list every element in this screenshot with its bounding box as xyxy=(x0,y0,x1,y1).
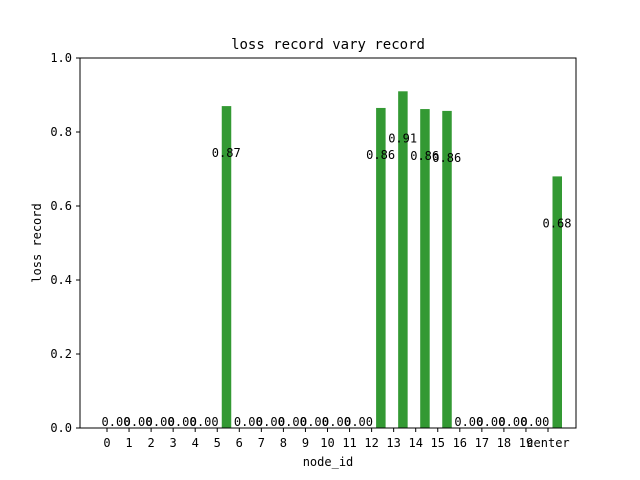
y-tick-label-0.8: 0.8 xyxy=(50,125,72,139)
value-label-1: 0.00 xyxy=(124,415,153,429)
value-label-9: 0.00 xyxy=(300,415,329,429)
value-label-18: 0.00 xyxy=(498,415,527,429)
value-label-4: 0.00 xyxy=(190,415,219,429)
bar-15 xyxy=(442,110,452,428)
y-tick-label-0.6: 0.6 xyxy=(50,199,72,213)
x-tick-label-center: center xyxy=(526,436,569,450)
y-tick-label-0.2: 0.2 xyxy=(50,347,72,361)
value-label-12: 0.86 xyxy=(366,148,395,162)
x-tick-label-17: 17 xyxy=(475,436,489,450)
bar-5 xyxy=(221,106,232,428)
value-label-17: 0.00 xyxy=(476,415,505,429)
bar-12 xyxy=(376,107,386,428)
x-tick-label-10: 10 xyxy=(320,436,334,450)
bar-center xyxy=(552,176,562,428)
x-tick-label-11: 11 xyxy=(342,436,356,450)
x-tick-label-8: 8 xyxy=(280,436,287,450)
value-labels-group: 0.000.000.000.000.000.870.000.000.000.00… xyxy=(102,131,572,429)
y-axis-ticks: 0.0 0.2 0.4 0.6 0.8 1.0 xyxy=(50,51,80,435)
y-tick-label-1.0: 1.0 xyxy=(50,51,72,65)
x-tick-label-5: 5 xyxy=(214,436,221,450)
value-label-5: 0.87 xyxy=(212,146,241,160)
value-label-center: 0.68 xyxy=(543,216,572,230)
y-axis-label: loss record xyxy=(30,203,44,282)
x-tick-label-9: 9 xyxy=(302,436,309,450)
x-tick-label-13: 13 xyxy=(386,436,400,450)
x-tick-label-2: 2 xyxy=(147,436,154,450)
x-tick-label-0: 0 xyxy=(103,436,110,450)
y-tick-label-0.0: 0.0 xyxy=(50,421,72,435)
x-axis-label: node_id xyxy=(303,455,354,469)
value-label-13: 0.91 xyxy=(388,131,417,145)
x-tick-label-19: 19 xyxy=(519,436,533,450)
chart-title: loss record vary record xyxy=(231,37,425,53)
value-label-19: 0.00 xyxy=(520,415,549,429)
bars-group xyxy=(221,91,562,429)
value-label-14: 0.86 xyxy=(410,149,439,163)
value-label-3: 0.00 xyxy=(168,415,197,429)
x-tick-label-7: 7 xyxy=(258,436,265,450)
bar-13 xyxy=(398,91,408,429)
x-tick-label-1: 1 xyxy=(125,436,132,450)
x-tick-label-4: 4 xyxy=(192,436,199,450)
x-tick-label-12: 12 xyxy=(364,436,378,450)
x-tick-label-16: 16 xyxy=(453,436,467,450)
value-label-11: 0.00 xyxy=(344,415,373,429)
value-label-0: 0.00 xyxy=(102,415,131,429)
y-tick-label-0.4: 0.4 xyxy=(50,273,72,287)
x-tick-label-15: 15 xyxy=(431,436,445,450)
value-label-16: 0.00 xyxy=(454,415,483,429)
value-label-2: 0.00 xyxy=(146,415,175,429)
plot-frame xyxy=(79,57,577,429)
x-tick-label-14: 14 xyxy=(408,436,422,450)
value-label-15: 0.86 xyxy=(432,151,461,165)
x-tick-label-3: 3 xyxy=(170,436,177,450)
bar-14 xyxy=(420,109,430,428)
value-label-8: 0.00 xyxy=(278,415,307,429)
value-label-7: 0.00 xyxy=(256,415,285,429)
value-label-6: 0.00 xyxy=(234,415,263,429)
value-label-10: 0.00 xyxy=(322,415,351,429)
x-tick-label-18: 18 xyxy=(497,436,511,450)
x-tick-label-6: 6 xyxy=(236,436,243,450)
